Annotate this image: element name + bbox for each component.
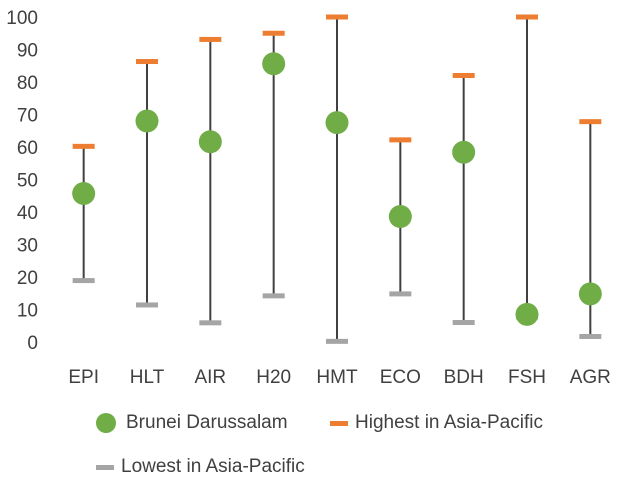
x-tick-label: HMT [316,367,358,388]
legend-label-lowest: Lowest in Asia-Pacific [121,456,305,477]
y-tick-label: 60 [17,138,38,159]
legend-label-brunei: Brunei Darussalam [126,412,288,433]
y-tick-label: 20 [17,268,38,289]
legend-label-highest: Highest in Asia-Pacific [355,412,543,433]
y-tick-label: 10 [17,301,38,322]
brunei-point [515,302,539,326]
legend-marker-brunei [96,413,116,433]
legend-item-highest: Highest in Asia-Pacific [330,412,543,434]
x-tick-label: AIR [194,367,226,388]
range-lines [82,17,592,342]
y-tick-label: 0 [27,333,38,354]
highest-marker [326,14,348,20]
brunei-point [325,111,349,135]
y-tick-label: 50 [17,171,38,192]
brunei-point [578,282,602,306]
y-tick-label: 70 [17,106,38,127]
x-axis-ticks: EPI HLT AIR H20 HMT ECO BDH FSH AGR [68,367,611,388]
series-marks [72,14,602,344]
highest-marker [389,137,412,143]
highest-marker [72,143,95,149]
legend-item-brunei: Brunei Darussalam [96,412,288,434]
lowest-marker [326,338,348,344]
x-tick-label: ECO [380,367,421,388]
brunei-point [198,130,222,154]
highest-marker [199,36,222,42]
lowest-marker [389,291,412,297]
x-tick-label: EPI [68,367,99,388]
chart-plot: 0 10 20 30 40 50 60 70 80 90 100 EPI HLT AIR H20 HMT EC… [6,8,611,388]
brunei-point [135,109,159,133]
highest-marker [136,59,158,65]
brunei-point [388,205,412,229]
lowest-marker [262,293,285,299]
x-tick-label: BDH [444,367,484,388]
y-tick-label: 90 [17,41,38,62]
highest-marker [516,14,538,20]
y-tick-label: 30 [17,236,38,257]
lowest-marker [199,320,222,326]
y-tick-label: 100 [6,8,38,29]
y-axis-ticks: 0 10 20 30 40 50 60 70 80 90 100 [6,8,38,354]
highest-marker [262,30,285,36]
brunei-point [452,140,476,164]
legend-marker-highest [330,420,348,426]
x-tick-label: FSH [508,367,546,388]
y-tick-label: 80 [17,73,38,94]
highest-marker [579,119,602,125]
x-tick-label: H20 [256,367,291,388]
lowest-marker [136,302,158,308]
lowest-marker [452,320,475,325]
legend: Brunei Darussalam Highest in Asia-Pacifi… [0,400,632,484]
x-tick-label: AGR [570,367,611,388]
brunei-point [72,181,96,205]
brunei-point [262,52,286,76]
lowest-marker [579,333,602,339]
lowest-marker [72,278,95,284]
x-tick-label: HLT [130,367,165,388]
y-tick-label: 40 [17,203,38,224]
legend-marker-lowest [96,464,114,470]
highest-marker [452,73,475,78]
legend-item-lowest: Lowest in Asia-Pacific [96,456,305,478]
